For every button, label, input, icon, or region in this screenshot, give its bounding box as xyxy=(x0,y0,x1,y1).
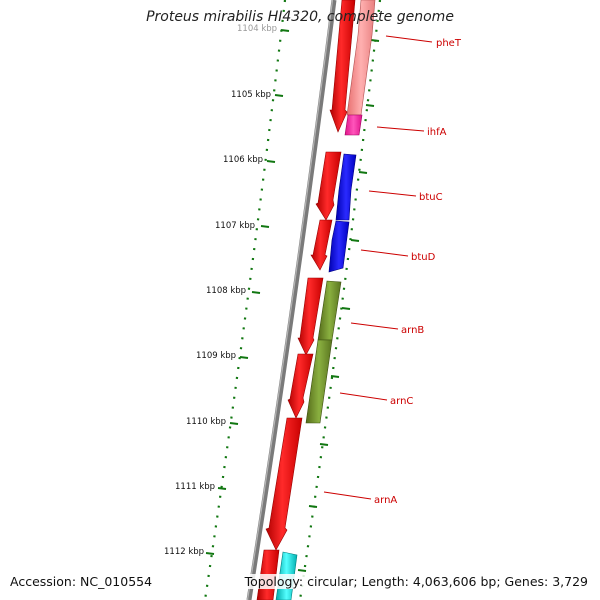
genome-summary-label: Topology: circular; Length: 4,063,606 bp… xyxy=(242,574,590,589)
accession-label: Accession: NC_010554 xyxy=(8,574,155,589)
forward-cds-arrow[interactable] xyxy=(287,353,314,419)
scale-dots-right xyxy=(298,0,382,600)
gene-arnB-arrow[interactable] xyxy=(317,280,342,341)
gene-label-btuD[interactable]: btuD xyxy=(411,252,436,263)
tick-label: 1106 kbp xyxy=(223,155,263,165)
gene-labels: pheT ihfA btuC btuD arnB arnC arnA xyxy=(374,38,462,506)
gene-label-arnC[interactable]: arnC xyxy=(390,396,413,407)
tick-label: 1109 kbp xyxy=(196,351,236,361)
forward-cds-arrow[interactable] xyxy=(265,417,303,551)
tick-label: 1110 kbp xyxy=(186,417,226,427)
gene-label-arnA[interactable]: arnA xyxy=(374,495,397,506)
genome-backbone xyxy=(246,0,337,600)
gene-label-leaders xyxy=(323,35,433,500)
gene-label-btuC[interactable]: btuC xyxy=(419,192,443,203)
reverse-cds-track xyxy=(275,0,376,600)
forward-cds-arrow[interactable] xyxy=(329,0,356,133)
genome-backbone-highlight xyxy=(246,0,334,600)
forward-cds-arrow[interactable] xyxy=(310,219,333,271)
forward-cds-arrow[interactable] xyxy=(315,151,342,221)
tick-label: 1108 kbp xyxy=(206,286,246,296)
tick-label: 1105 kbp xyxy=(231,90,271,100)
forward-cds-track xyxy=(256,0,356,600)
gene-label-ihfA[interactable]: ihfA xyxy=(427,127,447,138)
map-title: Proteus mirabilis HI4320, complete genom… xyxy=(146,9,454,25)
tick-label: 1112 kbp xyxy=(164,547,204,557)
forward-cds-arrow[interactable] xyxy=(297,277,324,356)
gene-btuC-arrow[interactable] xyxy=(335,153,357,221)
gene-label-pheT[interactable]: pheT xyxy=(436,38,462,49)
tick-label: 1111 kbp xyxy=(175,482,215,492)
scale-dots-left xyxy=(203,0,287,600)
tick-label: 1104 kbp xyxy=(237,24,277,34)
gene-label-arnB[interactable]: arnB xyxy=(401,325,424,336)
tick-label: 1107 kbp xyxy=(215,221,255,231)
gene-btuD-arrow[interactable] xyxy=(328,220,350,273)
scale-ticks-left xyxy=(205,29,290,555)
scale-ticks-right xyxy=(297,39,380,572)
gene-arnC-arrow[interactable] xyxy=(305,339,333,424)
gene-ihfA-arrow[interactable] xyxy=(344,114,363,136)
scale-tick-labels: 1104 kbp 1105 kbp 1106 kbp 1107 kbp 1108… xyxy=(164,24,277,557)
